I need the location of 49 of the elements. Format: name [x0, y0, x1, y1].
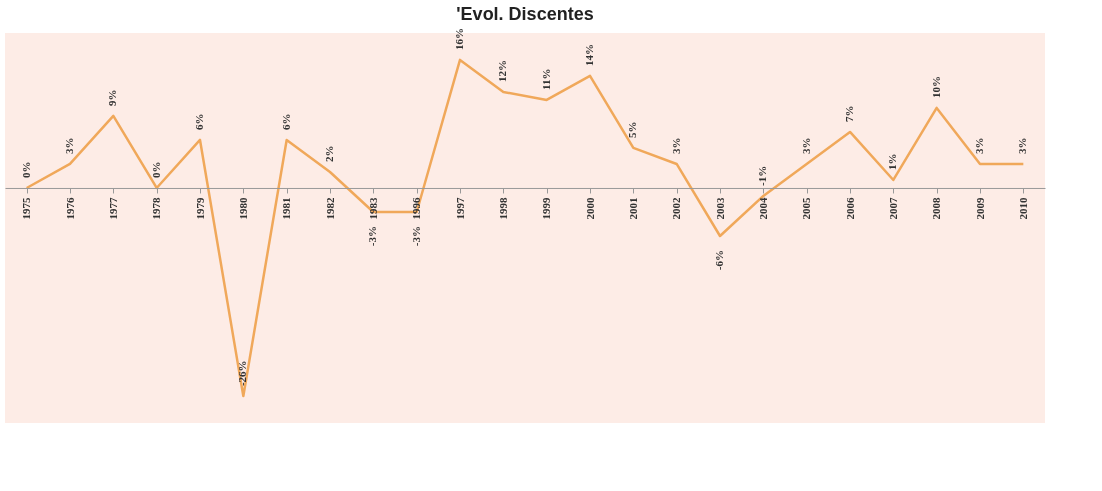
x-tick-label: 2000 [583, 196, 596, 220]
data-label: 3% [669, 137, 682, 154]
data-label: 5% [626, 121, 639, 138]
data-label: 6% [279, 113, 292, 130]
data-label: 12% [496, 59, 509, 82]
x-tick-label: 2005 [800, 196, 813, 220]
x-tick-label: 1996 [410, 196, 423, 220]
data-label: -3% [409, 225, 422, 247]
chart-title: 'Evol. Discentes [456, 3, 594, 24]
data-label: 3% [973, 137, 985, 154]
data-label: 3% [799, 137, 812, 154]
data-label: 1% [886, 153, 899, 170]
data-label: 3% [1016, 137, 1029, 154]
data-label: 7% [843, 105, 855, 122]
data-label: 3% [63, 137, 75, 154]
x-tick-label: 1999 [540, 196, 553, 220]
data-label: 6% [193, 113, 205, 130]
data-label: 11% [539, 68, 552, 90]
data-label: 0% [149, 161, 162, 178]
x-tick-label: 2001 [626, 197, 639, 220]
data-label: 14% [583, 43, 595, 66]
data-label: 9% [106, 89, 119, 106]
data-label: -26% [236, 360, 249, 387]
data-label: -3% [366, 225, 379, 247]
x-tick-label: 1980 [236, 196, 249, 220]
x-tick-label: 2002 [670, 196, 683, 220]
x-tick-label: 2006 [843, 196, 856, 220]
x-tick-label: 1983 [366, 196, 379, 220]
x-tick-label: 1976 [63, 196, 76, 220]
x-tick-label: 2010 [1016, 196, 1029, 220]
x-tick-label: 1997 [453, 196, 466, 220]
data-label: 16% [453, 27, 465, 50]
data-label: 2% [323, 145, 335, 162]
x-tick-label: 1977 [106, 196, 119, 220]
x-tick-label: 1982 [323, 196, 336, 220]
x-tick-label: 1975 [20, 196, 33, 220]
data-label: -6% [713, 250, 725, 271]
x-tick-label: 1979 [193, 196, 206, 220]
x-tick-label: 1978 [150, 196, 163, 220]
x-tick-label: 2009 [973, 196, 986, 220]
x-tick-label: 1998 [496, 196, 509, 220]
data-label: 10% [929, 75, 942, 98]
x-tick-label: 1981 [280, 197, 293, 220]
x-tick-label: 2003 [713, 196, 726, 220]
x-tick-label: 2007 [886, 196, 899, 220]
x-tick-label: 2004 [756, 196, 769, 220]
x-tick-label: 2008 [930, 196, 943, 220]
data-label: 0% [19, 161, 32, 178]
data-label: -1% [756, 165, 769, 186]
